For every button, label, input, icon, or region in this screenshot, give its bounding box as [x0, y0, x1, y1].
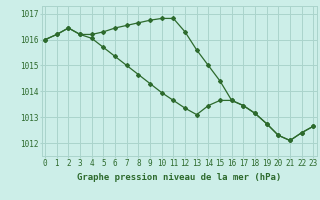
X-axis label: Graphe pression niveau de la mer (hPa): Graphe pression niveau de la mer (hPa) [77, 173, 281, 182]
